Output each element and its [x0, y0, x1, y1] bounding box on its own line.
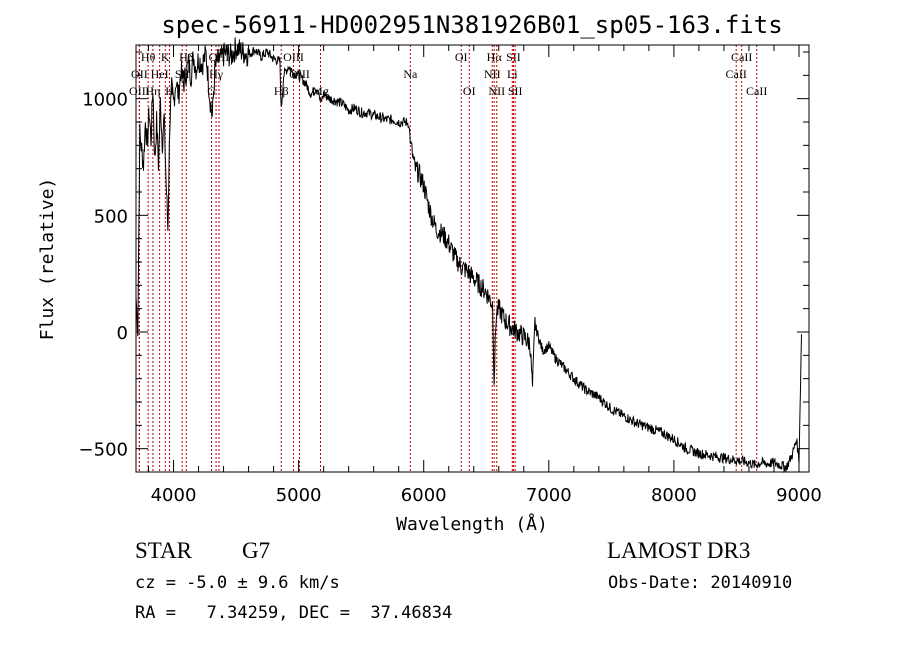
- line-mark-label-24: SII: [508, 84, 523, 98]
- obs-date: Obs-Date: 20140910: [608, 573, 793, 593]
- x-tick-label-1: 5000: [276, 485, 322, 506]
- survey-label: LAMOST DR3: [607, 538, 751, 563]
- line-mark-label-2: OIII: [129, 84, 150, 98]
- chart-title: spec-56911-HD002951N381926B01_sp05-163.f…: [161, 11, 782, 39]
- y-tick-label-3: 1000: [82, 90, 128, 111]
- x-tick-label-3: 7000: [526, 485, 572, 506]
- line-mark-label-10: Hγ: [209, 67, 224, 81]
- line-mark-label-5: Hη: [145, 84, 160, 98]
- line-mark-label-20: SII: [506, 50, 521, 64]
- line-mark-label-0: Hθ: [141, 50, 156, 64]
- line-mark-label-3: K: [161, 50, 170, 64]
- x-tick-label-5: 9000: [776, 485, 822, 506]
- y-axis-label: Flux (relative): [37, 178, 58, 341]
- line-mark-label-14: Hβ: [274, 84, 289, 98]
- plot-frame: [135, 44, 810, 473]
- line-mark-label-16: Na: [403, 67, 418, 81]
- line-mark-label-8: Hδ: [179, 50, 194, 64]
- y-tick-label-2: 500: [94, 206, 128, 227]
- x-axis-label: Wavelength (Å): [396, 513, 548, 535]
- line-mark-label-27: CaII: [746, 84, 767, 98]
- line-mark-label-25: CaII: [731, 50, 752, 64]
- x-tick-label-2: 6000: [401, 485, 447, 506]
- coordinates-readout: RA = 7.34259, DEC = 37.46834: [135, 603, 453, 623]
- y-tick-label-0: −500: [79, 440, 128, 461]
- x-tick-label-4: 8000: [651, 485, 697, 506]
- line-mark-label-22: Li: [507, 67, 518, 81]
- redshift-readout: cz = -5.0 ± 9.6 km/s: [135, 573, 340, 593]
- axis-ticks: 4000 5000 6000 7000 8000 9000 −500 0 500 1000: [79, 45, 822, 506]
- line-mark-label-23: NII: [488, 84, 505, 98]
- spectrum-line: [135, 37, 802, 474]
- line-mark-label-21: NII: [484, 67, 501, 81]
- line-mark-label-11: G: [207, 84, 216, 98]
- spectral-subclass: G7: [242, 538, 271, 563]
- object-type: STAR: [135, 538, 192, 563]
- x-tick-label-0: 4000: [151, 485, 197, 506]
- line-mark-label-17: OI: [455, 50, 468, 64]
- y-tick-label-1: 0: [117, 323, 128, 344]
- line-mark-label-18: OI: [463, 84, 476, 98]
- line-mark-label-19: Hα: [487, 50, 503, 64]
- line-mark-label-7: H: [165, 84, 174, 98]
- line-mark-label-26: CaII: [726, 67, 747, 81]
- line-mark-label-4: HeI: [151, 67, 169, 81]
- line-mark-label-12: OIII: [283, 50, 304, 64]
